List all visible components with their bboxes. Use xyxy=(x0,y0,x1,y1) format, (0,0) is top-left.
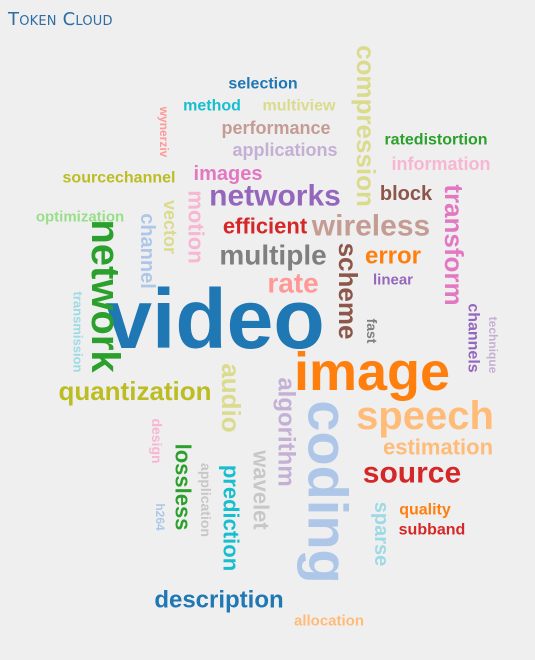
cloud-word-wavelet[interactable]: wavelet xyxy=(249,449,274,530)
cloud-word-channels[interactable]: channels xyxy=(465,303,482,372)
cloud-word-design[interactable]: design xyxy=(149,418,165,463)
cloud-word-lossless[interactable]: lossless xyxy=(171,444,196,531)
cloud-word-coding[interactable]: coding xyxy=(297,400,360,584)
cloud-word-network[interactable]: network xyxy=(83,219,127,373)
cloud-word-block[interactable]: block xyxy=(380,183,433,205)
cloud-word-prediction[interactable]: prediction xyxy=(219,465,244,571)
cloud-word-selection[interactable]: selection xyxy=(228,76,297,93)
cloud-word-information[interactable]: information xyxy=(392,154,491,174)
cloud-word-allocation[interactable]: allocation xyxy=(294,613,364,630)
cloud-word-error[interactable]: error xyxy=(365,243,421,270)
cloud-word-rate[interactable]: rate xyxy=(267,268,318,299)
cloud-word-compression[interactable]: compression xyxy=(351,45,381,207)
cloud-word-description[interactable]: description xyxy=(154,587,283,614)
cloud-word-efficient[interactable]: efficient xyxy=(223,214,308,239)
cloud-word-estimation[interactable]: estimation xyxy=(383,435,493,460)
cloud-word-source[interactable]: source xyxy=(363,457,461,490)
cloud-word-method[interactable]: method xyxy=(183,98,241,115)
cloud-word-transform[interactable]: transform xyxy=(439,184,469,305)
cloud-word-transmission[interactable]: transmission xyxy=(71,292,86,373)
cloud-word-linear[interactable]: linear xyxy=(373,272,413,289)
cloud-word-ratedistortion[interactable]: ratedistortion xyxy=(384,132,487,149)
cloud-word-fast[interactable]: fast xyxy=(364,319,380,344)
cloud-word-quality[interactable]: quality xyxy=(399,502,451,519)
cloud-word-motion[interactable]: motion xyxy=(184,190,209,263)
cloud-word-speech[interactable]: speech xyxy=(356,394,494,438)
cloud-word-sparse[interactable]: sparse xyxy=(370,502,392,567)
cloud-word-multiview[interactable]: multiview xyxy=(263,98,336,115)
cloud-word-h264[interactable]: h264 xyxy=(153,503,167,531)
cloud-word-technique[interactable]: technique xyxy=(486,317,500,374)
cloud-word-wynerziv[interactable]: wynerziv xyxy=(157,106,171,158)
cloud-word-vector[interactable]: vector xyxy=(160,200,180,254)
cloud-word-channel[interactable]: channel xyxy=(136,213,158,289)
cloud-word-scheme[interactable]: scheme xyxy=(333,243,363,340)
cloud-word-quantization[interactable]: quantization xyxy=(58,376,211,406)
cloud-word-networks[interactable]: networks xyxy=(209,180,341,213)
cloud-word-audio[interactable]: audio xyxy=(216,363,246,432)
cloud-word-sourcechannel[interactable]: sourcechannel xyxy=(63,170,176,187)
page-title: Token Cloud xyxy=(8,9,113,30)
cloud-word-images[interactable]: images xyxy=(194,163,263,185)
cloud-word-wireless[interactable]: wireless xyxy=(311,210,430,243)
cloud-word-applications[interactable]: applications xyxy=(232,140,337,160)
cloud-word-optimization[interactable]: optimization xyxy=(36,209,124,226)
cloud-word-image[interactable]: image xyxy=(294,342,450,402)
cloud-word-performance[interactable]: performance xyxy=(221,118,330,138)
cloud-word-subband[interactable]: subband xyxy=(399,522,466,539)
cloud-word-algorithm[interactable]: algorithm xyxy=(273,377,300,486)
cloud-word-application[interactable]: application xyxy=(198,463,214,537)
cloud-word-video[interactable]: video xyxy=(105,272,324,366)
cloud-word-multiple[interactable]: multiple xyxy=(219,240,326,271)
